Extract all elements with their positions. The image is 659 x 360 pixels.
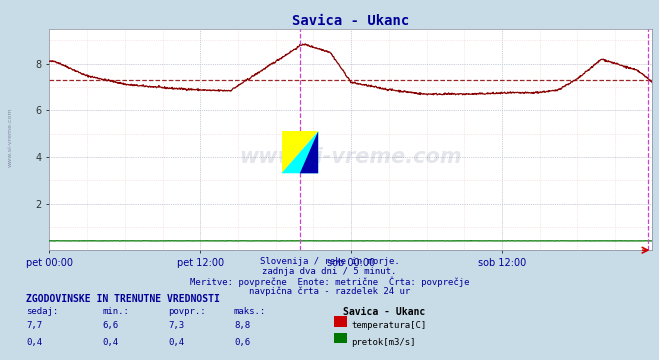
Text: 8,8: 8,8 bbox=[234, 321, 250, 330]
Polygon shape bbox=[281, 131, 318, 173]
Text: 6,6: 6,6 bbox=[102, 321, 118, 330]
Text: 0,4: 0,4 bbox=[102, 338, 118, 347]
Text: www.si-vreme.com: www.si-vreme.com bbox=[7, 107, 13, 167]
Text: ZGODOVINSKE IN TRENUTNE VREDNOSTI: ZGODOVINSKE IN TRENUTNE VREDNOSTI bbox=[26, 294, 220, 305]
Polygon shape bbox=[300, 131, 318, 173]
Text: 0,4: 0,4 bbox=[26, 338, 42, 347]
Text: min.:: min.: bbox=[102, 307, 129, 316]
Text: www.si-vreme.com: www.si-vreme.com bbox=[240, 147, 462, 167]
Text: povpr.:: povpr.: bbox=[168, 307, 206, 316]
Title: Savica - Ukanc: Savica - Ukanc bbox=[293, 14, 409, 28]
Text: temperatura[C]: temperatura[C] bbox=[351, 321, 426, 330]
Text: Slovenija / reke in morje.: Slovenija / reke in morje. bbox=[260, 257, 399, 266]
Text: Savica - Ukanc: Savica - Ukanc bbox=[343, 307, 425, 317]
Text: Meritve: povprečne  Enote: metrične  Črta: povprečje: Meritve: povprečne Enote: metrične Črta:… bbox=[190, 277, 469, 287]
Text: 7,7: 7,7 bbox=[26, 321, 42, 330]
Text: zadnja dva dni / 5 minut.: zadnja dva dni / 5 minut. bbox=[262, 267, 397, 276]
Text: 0,6: 0,6 bbox=[234, 338, 250, 347]
Text: 7,3: 7,3 bbox=[168, 321, 184, 330]
Polygon shape bbox=[281, 131, 318, 173]
Text: pretok[m3/s]: pretok[m3/s] bbox=[351, 338, 416, 347]
Text: maks.:: maks.: bbox=[234, 307, 266, 316]
Text: sedaj:: sedaj: bbox=[26, 307, 59, 316]
Text: navpična črta - razdelek 24 ur: navpična črta - razdelek 24 ur bbox=[249, 287, 410, 296]
Text: 0,4: 0,4 bbox=[168, 338, 184, 347]
